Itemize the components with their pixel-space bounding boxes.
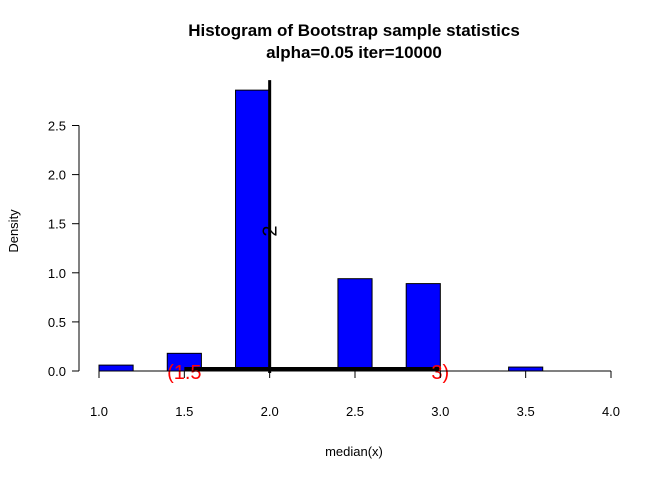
histogram-bar <box>337 278 373 372</box>
y-tick-label: 2.0 <box>48 168 66 183</box>
histogram-bar <box>98 364 134 372</box>
x-tick-label: 2.5 <box>346 404 364 419</box>
y-tick-label: 2.5 <box>48 119 66 134</box>
chart-title: Histogram of Bootstrap sample statistics <box>188 21 520 40</box>
x-axis-label: median(x) <box>325 444 383 459</box>
histogram-bars <box>98 89 544 372</box>
y-tick-label: 1.0 <box>48 266 66 281</box>
histogram-bar <box>235 89 271 372</box>
x-tick-label: 3.0 <box>431 404 449 419</box>
x-tick-label: 1.0 <box>90 404 108 419</box>
histogram-bar <box>508 366 544 372</box>
chart-subtitle: alpha=0.05 iter=10000 <box>266 43 442 62</box>
x-tick-label: 1.5 <box>175 404 193 419</box>
x-tick-label: 3.5 <box>517 404 535 419</box>
x-tick-label: 2.0 <box>261 404 279 419</box>
center-value-label: 2 <box>260 225 282 236</box>
y-axis-label: Density <box>6 209 21 253</box>
y-tick-label: 0.0 <box>48 364 66 379</box>
x-axis: 1.0 1.5 2.0 2.5 3.0 3.5 4.0 <box>90 370 620 419</box>
histogram-bar <box>405 283 441 372</box>
y-tick-label: 1.5 <box>48 217 66 232</box>
x-tick-label: 4.0 <box>602 404 620 419</box>
y-tick-label: 0.5 <box>48 315 66 330</box>
y-axis: 0.0 0.5 1.0 1.5 2.0 2.5 <box>48 119 80 379</box>
